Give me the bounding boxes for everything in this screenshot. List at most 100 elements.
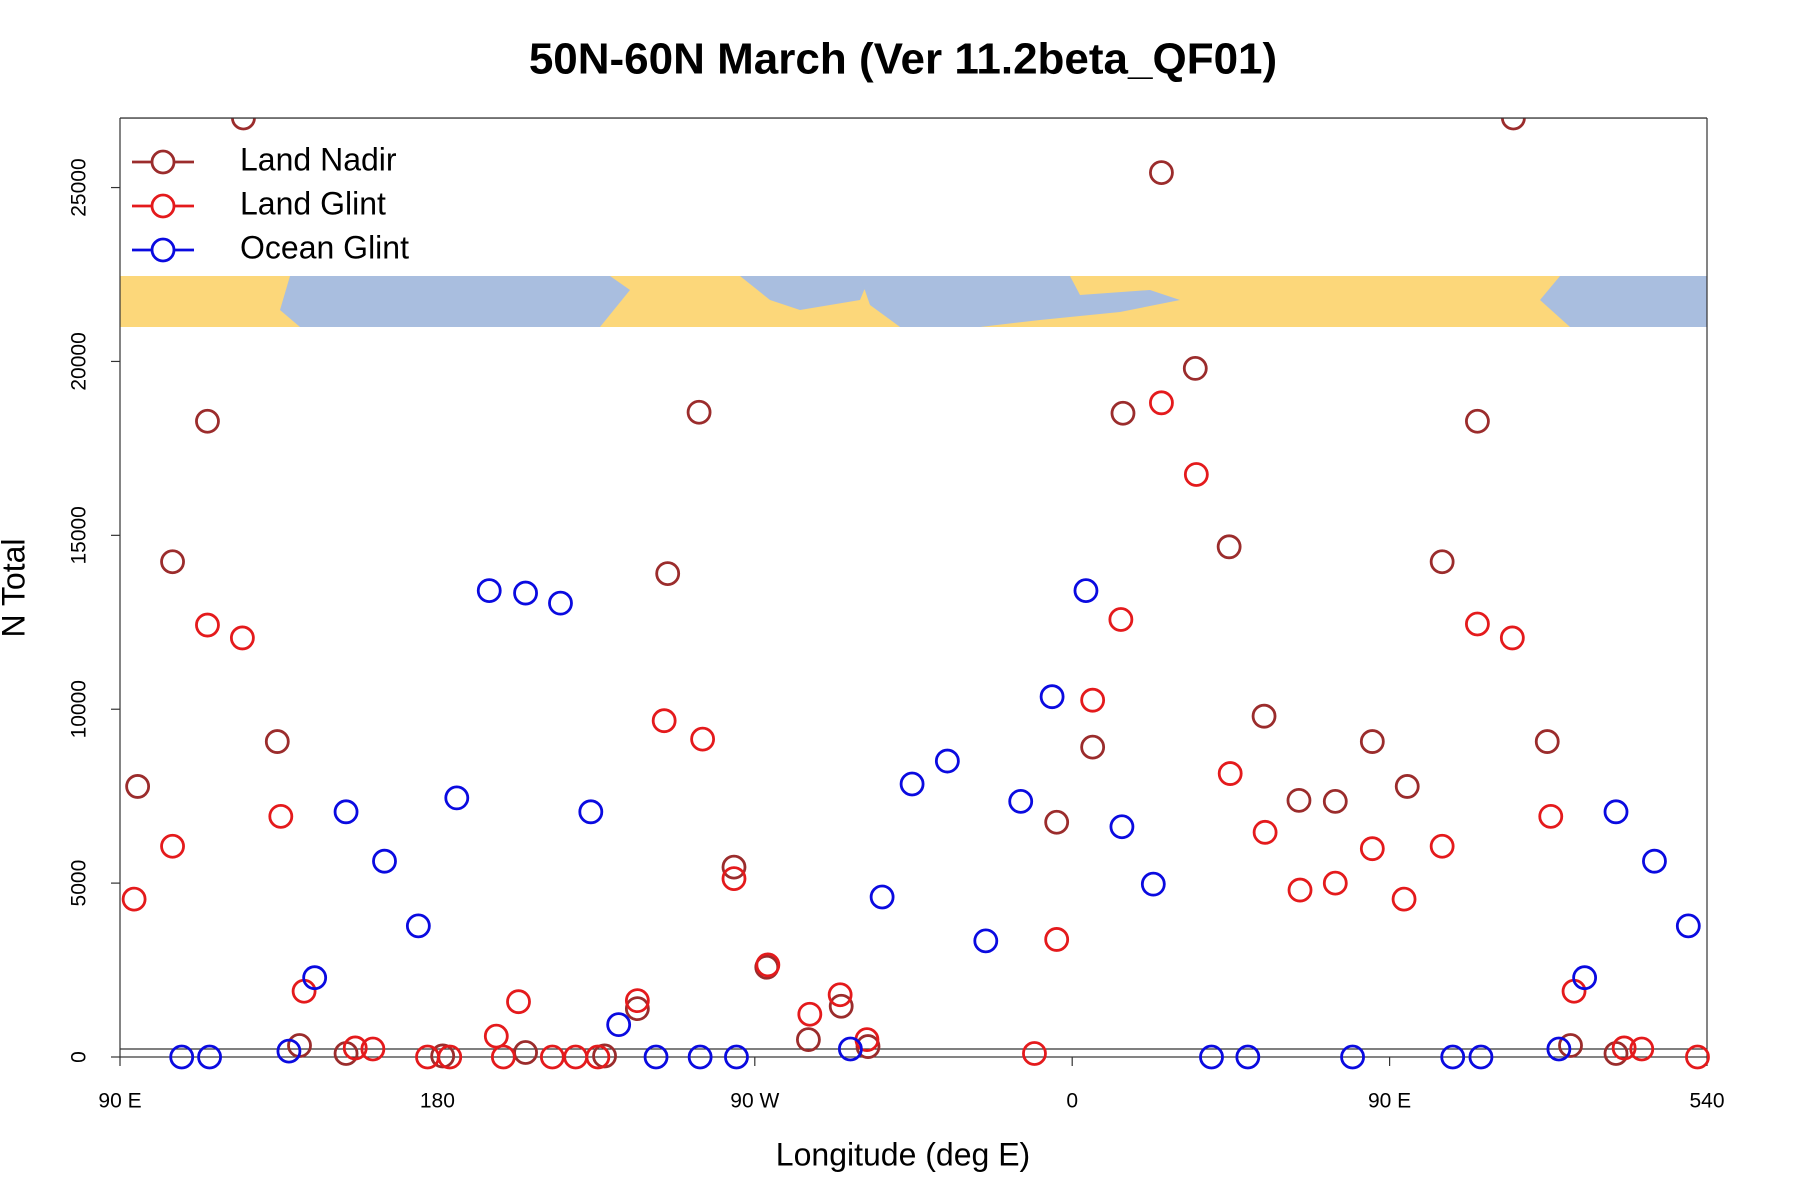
data-point xyxy=(1149,160,1174,186)
legend-marker xyxy=(150,149,176,175)
y-tick-label: 10000 xyxy=(68,680,91,738)
data-point xyxy=(276,1038,302,1064)
data-point xyxy=(513,1040,538,1065)
data-point xyxy=(899,771,925,797)
data-point xyxy=(796,1027,821,1053)
data-point xyxy=(1140,871,1166,897)
x-tick-label: 0 xyxy=(1066,1090,1078,1113)
data-point xyxy=(1538,803,1564,829)
data-point xyxy=(934,748,960,774)
legend-label: Land Nadir xyxy=(240,141,397,177)
data-point xyxy=(302,965,328,991)
data-point xyxy=(1322,788,1348,814)
legend-marker xyxy=(150,193,176,219)
y-tick-label: 25000 xyxy=(68,158,91,216)
data-point xyxy=(1199,1044,1224,1070)
data-point xyxy=(1603,799,1629,825)
x-tick-label: 180 xyxy=(420,1090,455,1113)
data-point xyxy=(1322,870,1348,896)
data-point xyxy=(1429,549,1455,575)
legend-label: Land Glint xyxy=(240,185,386,221)
data-point xyxy=(1675,913,1701,939)
data-point xyxy=(506,989,531,1015)
data-point xyxy=(1287,877,1313,903)
x-tick-label: 90 W xyxy=(730,1090,779,1113)
data-point xyxy=(1534,729,1560,754)
x-tick-label: 90 E xyxy=(98,1090,141,1113)
data-point xyxy=(1183,462,1209,487)
data-point xyxy=(869,884,895,910)
map-ocean xyxy=(280,276,630,327)
data-point xyxy=(437,1044,463,1070)
data-point xyxy=(827,982,853,1008)
data-point xyxy=(1611,1035,1637,1061)
data-point xyxy=(1572,965,1598,991)
map-strip xyxy=(120,276,1707,327)
data-point xyxy=(1558,1033,1583,1058)
map-ocean xyxy=(740,276,870,310)
data-point xyxy=(837,1036,863,1062)
data-point xyxy=(195,612,220,638)
data-point xyxy=(1110,400,1136,426)
data-point xyxy=(1359,729,1385,754)
data-point xyxy=(160,549,185,575)
map-ocean xyxy=(1540,276,1707,327)
data-point xyxy=(1044,809,1070,835)
data-point xyxy=(229,625,255,651)
data-point xyxy=(1429,833,1455,859)
data-point xyxy=(1080,734,1106,760)
data-point xyxy=(686,399,712,425)
data-point xyxy=(1391,886,1417,912)
data-point xyxy=(1499,625,1525,651)
data-point xyxy=(1235,1044,1261,1070)
data-point xyxy=(687,1044,713,1070)
data-point xyxy=(578,799,604,825)
y-axis-label: N Total xyxy=(0,538,31,637)
legend-label: Ocean Glint xyxy=(240,229,409,265)
data-point xyxy=(1080,687,1106,713)
data-point xyxy=(1044,927,1070,952)
data-point xyxy=(624,996,650,1022)
data-point xyxy=(1008,788,1034,814)
data-point xyxy=(1039,684,1065,710)
y-tick-label: 5000 xyxy=(68,860,91,907)
data-point xyxy=(606,1012,632,1038)
data-point xyxy=(1251,703,1277,729)
data-point xyxy=(1359,836,1385,862)
data-point xyxy=(169,1044,195,1070)
data-point xyxy=(1394,774,1420,799)
data-point xyxy=(721,866,747,891)
data-point xyxy=(1108,607,1134,632)
data-point xyxy=(444,785,470,811)
data-point xyxy=(1546,1036,1572,1062)
data-point xyxy=(755,952,781,978)
data-point xyxy=(483,1023,509,1049)
map-ocean xyxy=(860,276,1180,327)
data-point xyxy=(1109,814,1135,840)
data-point xyxy=(724,1044,749,1070)
y-tick-label: 0 xyxy=(68,1051,91,1063)
data-point xyxy=(1216,534,1242,560)
data-point xyxy=(160,833,185,859)
data-point xyxy=(264,729,290,754)
data-point xyxy=(1340,1044,1365,1070)
data-point xyxy=(690,726,716,752)
data-point xyxy=(268,803,294,829)
data-point xyxy=(643,1044,669,1070)
data-point xyxy=(1286,787,1312,813)
data-point xyxy=(195,408,220,434)
data-point xyxy=(125,774,151,799)
data-point xyxy=(372,848,397,874)
x-axis-label: Longitude (deg E) xyxy=(776,1136,1030,1172)
data-point xyxy=(1182,355,1208,381)
y-tick-label: 15000 xyxy=(68,506,91,564)
data-point xyxy=(1440,1044,1466,1070)
data-point xyxy=(1073,578,1099,604)
data-point xyxy=(973,928,999,954)
data-point xyxy=(1685,1044,1710,1070)
data-point xyxy=(342,1035,368,1061)
data-point xyxy=(651,708,677,734)
data-point xyxy=(121,886,147,912)
data-point xyxy=(405,913,431,939)
